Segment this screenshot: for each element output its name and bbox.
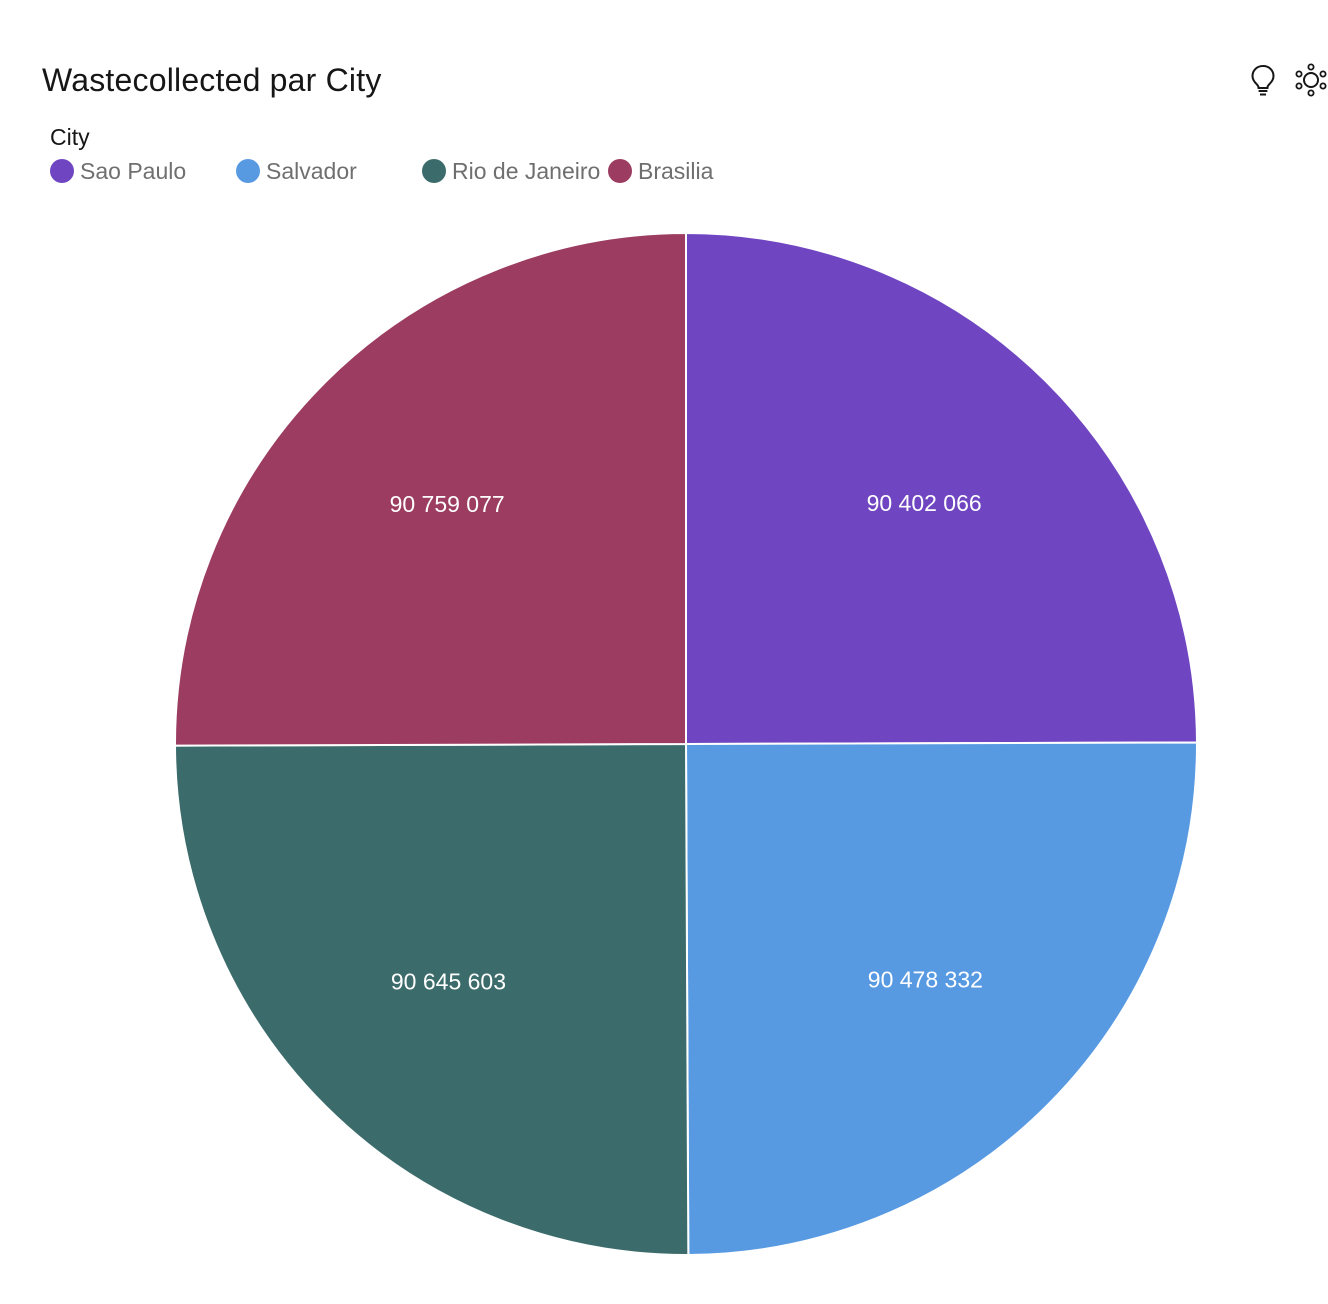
slice-value-label: 90 645 603: [391, 968, 506, 994]
legend-label: Brasilia: [638, 157, 714, 184]
pie-slice-salvador[interactable]: [684, 741, 1199, 1256]
legend-swatch: [608, 159, 632, 183]
legend-swatch: [50, 159, 74, 183]
pie-slice-brasilia[interactable]: [174, 231, 687, 747]
legend-label: Rio de Janeiro: [452, 157, 601, 184]
legend-item-rio-de-janeiro[interactable]: Rio de Janeiro: [422, 156, 600, 186]
legend-title: City: [50, 124, 90, 150]
pie-slice-sao-paulo[interactable]: [685, 231, 1199, 746]
legend-item-sao-paulo[interactable]: Sao Paulo: [50, 156, 186, 186]
legend-swatch: [236, 159, 260, 183]
legend: Sao Paulo Salvador Rio de Janeiro Brasil…: [50, 156, 750, 186]
chart-toolbar: [1246, 62, 1328, 98]
lightbulb-icon[interactable]: [1246, 62, 1280, 98]
legend-label: Sao Paulo: [80, 157, 187, 184]
slice-value-label: 90 478 332: [868, 967, 983, 993]
slice-value-label: 90 759 077: [390, 491, 505, 517]
chart-title: Wastecollected par City: [42, 62, 382, 98]
legend-item-brasilia[interactable]: Brasilia: [608, 156, 713, 186]
legend-swatch: [422, 159, 446, 183]
slice-value-label: 90 402 066: [867, 490, 982, 516]
legend-item-salvador[interactable]: Salvador: [236, 156, 357, 186]
explore-network-icon[interactable]: [1294, 62, 1328, 98]
pie-slice-rio-de-janeiro[interactable]: [173, 742, 690, 1256]
legend-label: Salvador: [266, 157, 357, 184]
